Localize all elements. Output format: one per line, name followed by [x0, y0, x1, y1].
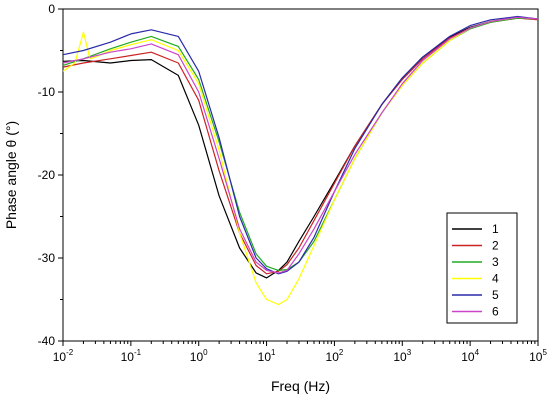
legend-label-3: 3: [492, 255, 499, 269]
x-tick-label: 103: [393, 348, 411, 364]
legend-label-1: 1: [492, 222, 499, 236]
y-axis-title: Phase angle θ (°): [3, 121, 19, 229]
x-axis-ticks: 10-2 10-1 100 101 102 103 104 105: [53, 341, 547, 364]
y-tick-label: 0: [48, 2, 55, 16]
x-axis-title: Freq (Hz): [271, 378, 330, 394]
y-tick-label: -30: [38, 251, 56, 265]
legend: 1 2 3 4 5 6: [446, 212, 518, 324]
series-line-2: [62, 17, 539, 275]
x-tick-label: 101: [258, 348, 276, 364]
y-tick-label: -10: [38, 85, 56, 99]
x-tick-label: 10-1: [121, 348, 142, 364]
series-line-5: [62, 15, 539, 275]
x-tick-label: 102: [326, 348, 344, 364]
x-tick-label: 104: [461, 348, 479, 364]
legend-label-6: 6: [492, 305, 499, 319]
series-layer: [62, 15, 539, 306]
series-line-1: [62, 16, 539, 279]
legend-box: [446, 212, 518, 324]
y-tick-label: -20: [38, 168, 56, 182]
x-tick-label: 105: [529, 348, 547, 364]
legend-label-2: 2: [492, 239, 499, 253]
legend-label-4: 4: [492, 272, 499, 286]
x-tick-label: 10-2: [53, 348, 74, 364]
y-axis-ticks: 0 -10 -20 -30 -40: [38, 2, 63, 348]
y-tick-label: -40: [38, 334, 56, 348]
x-tick-label: 100: [190, 348, 208, 364]
legend-label-5: 5: [492, 288, 499, 302]
series-line-6: [62, 16, 539, 274]
